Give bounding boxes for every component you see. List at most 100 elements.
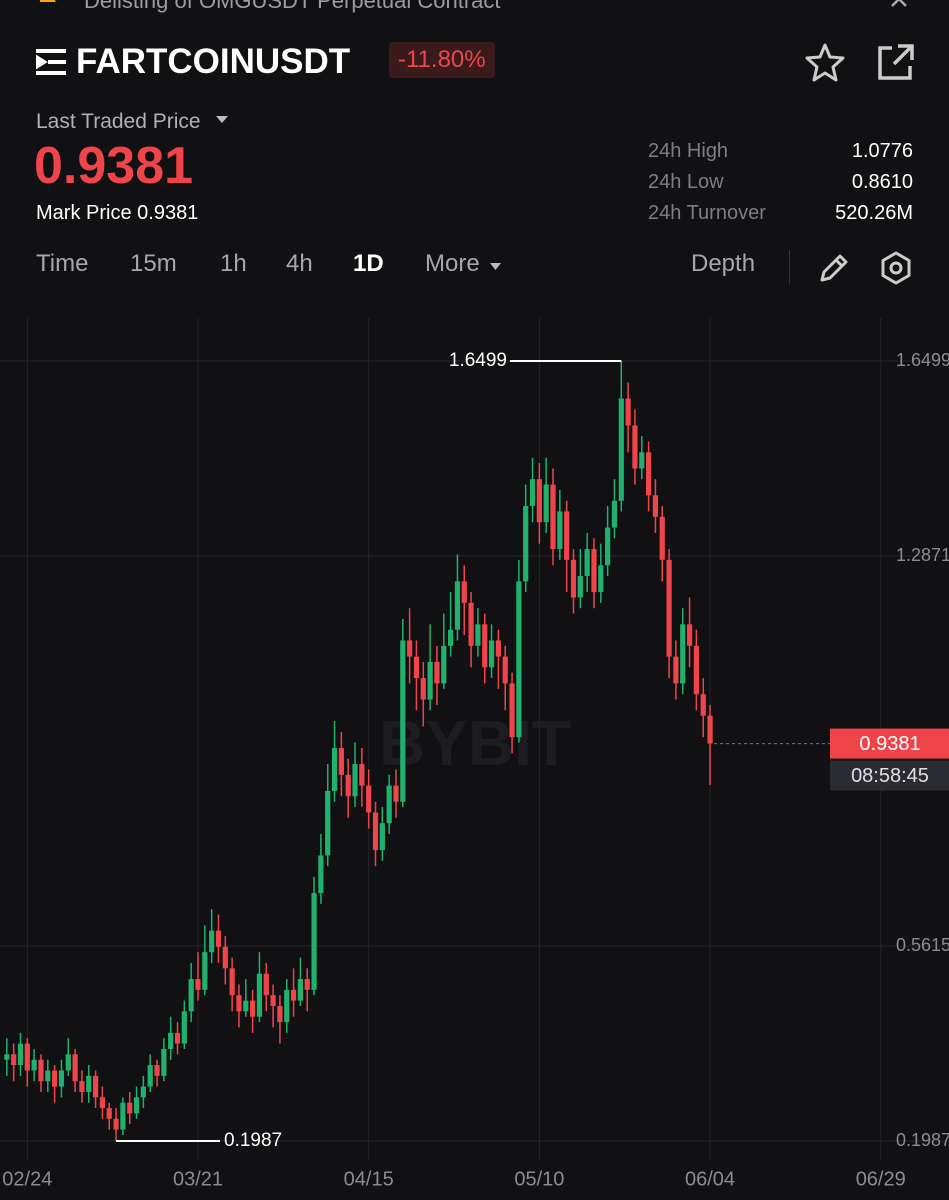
candle-body [65,1054,71,1071]
candle-body [488,640,495,668]
candle-body [52,1070,58,1087]
notice-icon [40,0,56,2]
x-tick-label: 06/29 [856,1168,906,1190]
notice[interactable]: Delisting of OMGUSDT Perpetual Contract [84,0,501,13]
candle-body [188,979,194,1012]
candle-body [407,640,413,657]
price-tag-label: 0.9381 [859,733,920,755]
candle-body [536,479,542,523]
candle-body [543,484,549,523]
x-tick-label: 03/21 [173,1168,223,1190]
candle-body [700,694,706,716]
x-tick-label: 02/24 [2,1168,52,1190]
candle-body [331,747,338,791]
tab[interactable]: 4h [286,250,313,277]
candle-body [523,506,529,582]
close-icon[interactable] [890,0,912,8]
candle-body [584,549,590,576]
candle-body [625,398,631,426]
candle-body [127,1102,133,1114]
draw-icon[interactable] [816,250,852,286]
candle-body [209,930,215,953]
candle-body [215,930,222,947]
high-label: 1.6499 [449,350,507,371]
candle-body [325,790,331,856]
tab[interactable]: 1D [353,250,384,277]
candle-body [680,624,686,684]
candle-body [495,640,501,657]
candle-body [632,425,638,469]
tab[interactable]: More [425,250,480,277]
candle-body [133,1097,140,1114]
price-tag [830,728,949,759]
countdown-tag [830,760,949,791]
watermark: BYBIT [379,707,571,779]
candle-body [284,989,290,1023]
stat-value: 1.0776 [851,140,913,162]
candle-body [468,602,474,646]
candle-body [147,1065,153,1087]
candle-body [359,764,365,786]
dropdown-icon [216,116,228,123]
candle-body [195,979,201,990]
menu-icon[interactable] [36,48,68,76]
symbol[interactable]: FARTCOINUSDT [76,42,351,81]
candle-body [45,1070,51,1082]
candle-body [434,661,440,684]
candle-body [140,1086,146,1098]
candle-body [311,893,317,990]
candle-body [161,1048,167,1076]
candle-body [250,1000,256,1017]
settings-icon[interactable] [878,250,914,286]
candle-body [345,774,351,797]
candle-body [441,645,447,684]
candle-body [577,575,583,598]
price-label[interactable]: Last Traded Price [36,110,201,133]
candle-body [38,1059,44,1082]
change-badge: -11.80% [389,42,495,78]
candle-body [229,968,235,996]
candle-body [263,973,269,996]
candle-body [120,1102,126,1130]
candle-body [86,1075,92,1092]
mark-price-label: Mark Price [36,202,132,224]
candle-body [290,989,297,1001]
candle-body [379,823,385,851]
candle-body [352,764,358,797]
x-tick-label: 06/04 [685,1168,735,1190]
candle-body [516,581,522,738]
candle-body [106,1108,112,1119]
candle-body [386,785,392,824]
candle-body [393,785,399,802]
stat-label: 24h Turnover [648,202,766,224]
candle-body [31,1059,37,1071]
candle-body [413,656,420,679]
candle-body [673,656,679,684]
share-icon[interactable] [876,42,916,82]
candle-body [570,559,577,598]
candle-body [605,527,611,566]
candle-body [366,785,372,813]
favorite-icon[interactable] [804,42,848,82]
candle-body [113,1118,119,1130]
candle-body [202,952,208,990]
stat-label: 24h Low [648,171,724,193]
x-tick-label: 04/15 [344,1168,394,1190]
candle-body [79,1081,85,1092]
candle-body [454,581,461,630]
candle-body [618,398,624,501]
chart: BYBIT 02/24 03/21 04/15 05/10 06/04 06/29 1.649… [0,318,949,1190]
tab[interactable]: 1h [220,250,247,277]
low-label: 0.1987 [224,1130,282,1151]
candle-body [222,946,228,969]
candle-body [611,500,618,528]
tab[interactable]: Depth [691,250,756,277]
stat-label: 24h High [648,140,729,162]
candle-body [11,1054,17,1066]
tab[interactable]: 15m [130,250,177,277]
tab[interactable]: Time [36,250,89,277]
candle-body [482,624,488,668]
candle-body [598,565,604,593]
candle-body [645,452,652,496]
candle-body [666,559,672,657]
